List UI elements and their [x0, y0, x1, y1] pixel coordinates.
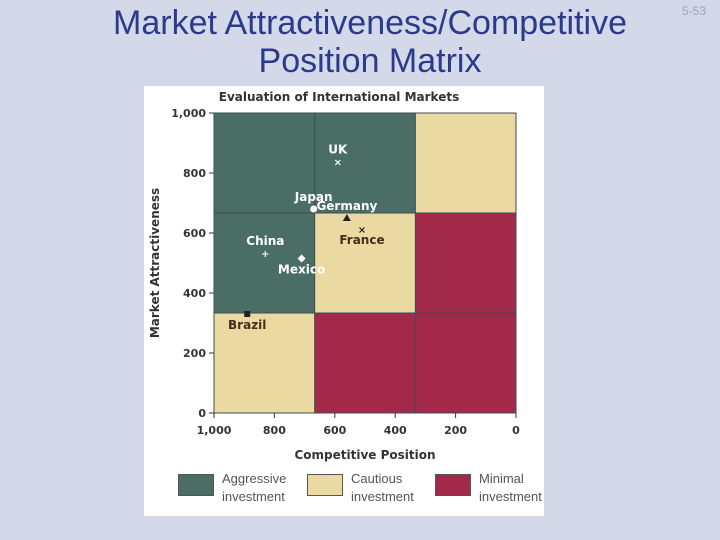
y-tick-label: 600 — [183, 227, 206, 240]
zone-aggressive-r0c1 — [314, 113, 416, 213]
legend-item-aggressive: Aggressive investment — [178, 470, 298, 516]
zone-aggressive-r0c0 — [214, 113, 315, 213]
zone-cautious-r0c2 — [415, 113, 516, 213]
data-point-china — [262, 251, 269, 257]
x-tick-label: 1,000 — [197, 424, 232, 437]
data-point-france — [359, 227, 365, 233]
zone-minimal-r1c2 — [415, 213, 516, 313]
y-tick-label: 800 — [183, 167, 206, 180]
y-tick-label: 0 — [198, 407, 206, 420]
data-point-brazil — [244, 311, 251, 317]
x-tick-label: 0 — [512, 424, 520, 437]
point-label-japan: Japan — [294, 190, 333, 204]
legend-swatch-cautious — [307, 474, 343, 496]
x-tick-label: 400 — [384, 424, 407, 437]
slide-title: Market Attractiveness/Competitive Positi… — [40, 4, 700, 80]
legend-label-cautious: Cautious investment — [351, 471, 414, 504]
point-label-germany: Germany — [316, 199, 377, 213]
legend-label-minimal: Minimal investment — [479, 471, 542, 504]
data-point-germany — [342, 214, 351, 221]
slide-number: 5-53 — [681, 4, 706, 18]
point-label-france: France — [339, 233, 384, 247]
legend-label-aggressive: Aggressive investment — [222, 471, 287, 504]
x-axis-label: Competitive Position — [294, 448, 435, 462]
data-point-uk — [334, 159, 341, 166]
chart-figure: Evaluation of International Markets 0 200 4… — [144, 86, 544, 516]
legend-item-cautious: Cautious investment — [307, 470, 427, 516]
y-tick-label: 200 — [183, 347, 206, 360]
legend-item-minimal: Minimal investment — [435, 470, 544, 516]
data-point-japan — [310, 205, 318, 213]
legend-swatch-aggressive — [178, 474, 214, 496]
chart-title: Evaluation of International Markets — [219, 90, 459, 104]
x-tick-label: 800 — [263, 424, 286, 437]
x-tick-label: 200 — [444, 424, 467, 437]
zone-aggressive-r1c0 — [214, 213, 315, 313]
data-point-mexico — [297, 254, 306, 263]
legend-swatch-minimal — [435, 474, 471, 496]
point-label-china: China — [246, 234, 284, 248]
y-tick-label: 400 — [183, 287, 206, 300]
zone-minimal-r2c2 — [415, 313, 516, 413]
slide-title-line-1: Market Attractiveness/Competitive — [113, 4, 627, 42]
point-label-uk: UK — [328, 143, 348, 157]
zone-cautious-r1c1 — [314, 213, 416, 313]
slide-title-line-2: Position Matrix — [258, 42, 482, 80]
point-label-brazil: Brazil — [228, 318, 266, 332]
x-tick-label: 600 — [323, 424, 346, 437]
y-axis-label: Market Attractiveness — [148, 188, 162, 338]
chart-legend: Aggressive investment Cautious investmen… — [144, 470, 544, 516]
point-label-mexico: Mexico — [278, 263, 325, 277]
matrix-chart: Evaluation of International Markets 0 200 4… — [148, 90, 520, 462]
y-tick-label: 1,000 — [171, 107, 206, 120]
zone-minimal-r2c1 — [314, 313, 416, 413]
zone-cautious-r2c0 — [214, 313, 315, 413]
